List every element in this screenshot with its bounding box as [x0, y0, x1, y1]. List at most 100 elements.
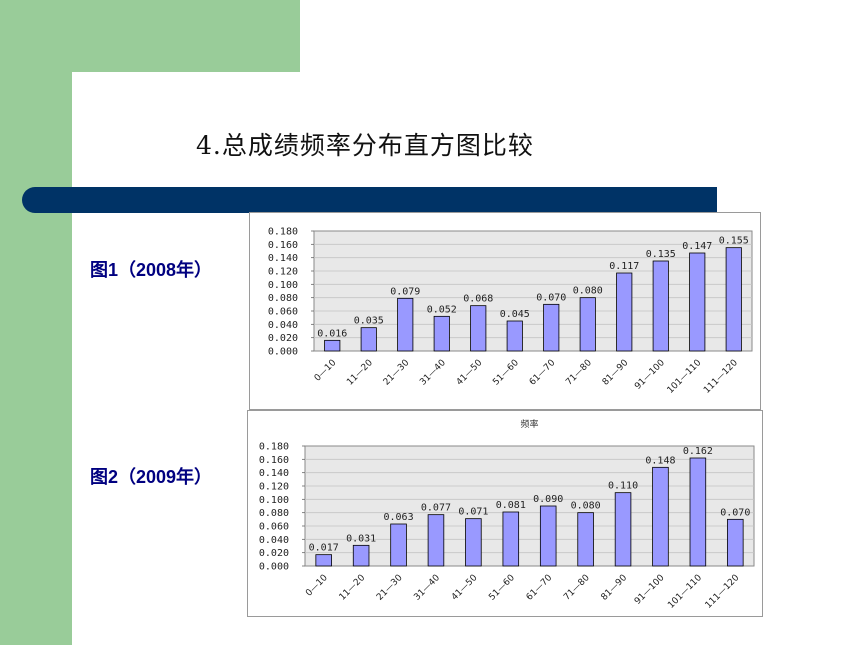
x-tick-label: 101—110 [666, 573, 704, 611]
data-label: 0.045 [500, 309, 530, 320]
x-tick-label: 81—90 [601, 358, 631, 388]
bar [390, 523, 407, 567]
bar [324, 339, 341, 352]
x-tick-label: 91—100 [633, 358, 667, 392]
data-label: 0.079 [390, 286, 420, 297]
x-tick-label: 111—120 [704, 573, 742, 611]
bar [427, 514, 445, 567]
bar [616, 272, 633, 352]
y-tick-label: 0.100 [268, 280, 298, 291]
bar [506, 320, 523, 352]
x-tick-label: 71—80 [562, 573, 592, 603]
bar [360, 327, 377, 352]
y-tick-label: 0.180 [259, 442, 289, 453]
bar [689, 457, 707, 567]
data-label: 0.077 [421, 503, 451, 514]
y-tick-label: 0.000 [268, 347, 298, 358]
bar [689, 252, 706, 352]
bar [727, 518, 744, 567]
data-label: 0.080 [571, 501, 601, 512]
data-label: 0.162 [683, 446, 713, 457]
x-tick-label: 91—100 [633, 573, 667, 607]
slide-title: 4.总成绩频率分布直方图比较 [196, 131, 534, 160]
x-tick-label: 71—80 [564, 358, 594, 388]
y-tick-label: 0.000 [259, 562, 289, 573]
chart-2008-svg: 0.000 0.020 0.040 0.060 0.080 0.100 0.120 0.140… [268, 227, 753, 396]
bar [614, 492, 632, 567]
x-tick-label: 21—30 [375, 573, 405, 603]
x-tick-label: 51—60 [487, 573, 517, 603]
bar [543, 303, 560, 352]
data-label: 0.090 [533, 494, 563, 505]
data-label: 0.068 [463, 294, 493, 305]
figure-1-label: 图1（2008年） [90, 260, 213, 280]
data-label: 0.135 [646, 249, 676, 260]
y-tick-label: 0.120 [268, 267, 298, 278]
data-label: 0.035 [354, 316, 384, 327]
data-label: 0.110 [608, 481, 638, 492]
data-label: 0.063 [383, 512, 413, 523]
bar [352, 544, 370, 567]
bar [652, 466, 669, 567]
data-label: 0.147 [682, 241, 712, 252]
data-label: 0.016 [317, 328, 347, 339]
plot-area [313, 230, 753, 352]
x-tick-label: 11—20 [345, 358, 375, 388]
bar [539, 505, 557, 567]
y-tick-label: 0.120 [259, 482, 289, 493]
y-tick-label: 0.080 [268, 293, 298, 304]
data-label: 0.081 [496, 500, 526, 511]
chart-2009-svg: 频率 0.000 0.020 0.040 0.060 0.080 0.100 0.120 0.1… [259, 418, 755, 611]
data-label: 0.031 [346, 533, 376, 544]
data-label: 0.070 [536, 292, 566, 303]
y-tick-label: 0.160 [268, 240, 298, 251]
y-tick-label: 0.140 [259, 468, 289, 479]
y-tick-label: 0.060 [259, 522, 289, 533]
bar [577, 512, 594, 567]
x-tick-label: 51—60 [491, 358, 521, 388]
chart-title: 频率 [520, 418, 538, 430]
y-tick-label: 0.020 [259, 548, 289, 559]
x-tick-label: 31—40 [412, 573, 442, 603]
y-tick-label: 0.100 [259, 495, 289, 506]
x-tick-label: 61—70 [528, 358, 558, 388]
x-tick-label: 41—50 [455, 358, 485, 388]
data-label: 0.148 [645, 455, 675, 466]
y-tick-label: 0.020 [268, 333, 298, 344]
data-label: 0.155 [719, 236, 749, 247]
bar [502, 511, 520, 567]
chart-2009: 频率 0.000 0.020 0.040 0.060 0.080 0.100 0.120 0.1… [247, 410, 763, 617]
x-tick-label: 111—120 [702, 358, 740, 396]
data-label: 0.070 [720, 507, 750, 518]
plot-area [304, 445, 755, 567]
bar [315, 554, 332, 567]
chart-2008: 0.000 0.020 0.040 0.060 0.080 0.100 0.120 0.140… [249, 212, 761, 410]
x-tick-label: 11—20 [338, 573, 368, 603]
data-label: 0.052 [427, 304, 457, 315]
figure-2-label: 图2（2009年） [90, 467, 213, 487]
green-side-band [0, 0, 72, 645]
y-tick-label: 0.060 [268, 307, 298, 318]
x-tick-label: 21—30 [382, 358, 412, 388]
data-label: 0.117 [609, 261, 639, 272]
y-tick-label: 0.160 [259, 455, 289, 466]
data-label: 0.071 [458, 507, 488, 518]
x-tick-label: 61—70 [525, 573, 555, 603]
x-tick-label: 0—10 [304, 573, 330, 599]
y-tick-label: 0.040 [268, 320, 298, 331]
data-label: 0.017 [309, 543, 339, 554]
x-tick-label: 0—10 [313, 358, 339, 384]
data-label: 0.080 [573, 286, 603, 297]
bar [433, 315, 450, 352]
bar [397, 297, 414, 352]
bar [725, 247, 742, 352]
x-tick-label: 31—40 [418, 358, 448, 388]
bar [465, 518, 482, 567]
x-tick-label: 41—50 [450, 573, 480, 603]
bar [470, 305, 487, 352]
y-tick-label: 0.180 [268, 227, 298, 238]
bar [652, 260, 669, 352]
x-tick-label: 101—110 [666, 358, 704, 396]
bar [579, 297, 596, 352]
y-tick-label: 0.080 [259, 508, 289, 519]
